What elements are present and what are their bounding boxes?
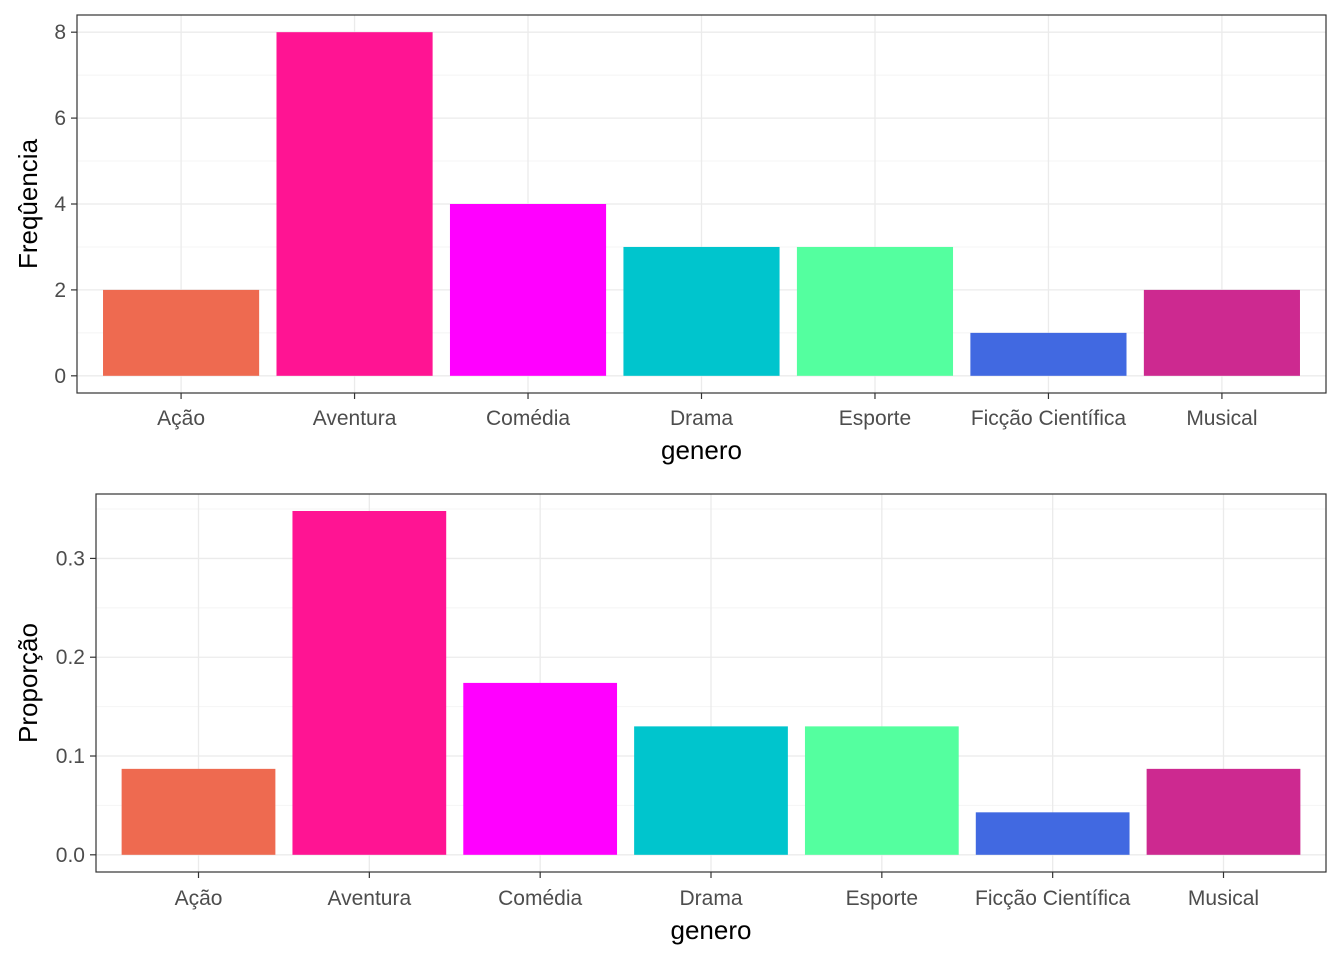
x-tick-label: Ficção Científica xyxy=(975,887,1131,910)
x-tick-label: Drama xyxy=(679,887,742,910)
bar-acao xyxy=(121,768,276,855)
x-tick-label: Esporte xyxy=(846,887,918,910)
x-tick-label: Musical xyxy=(1186,407,1257,430)
chart-panel-1: 0 2 4 6 8 Ação Aventura Comédia Drama Esporte Ficç… xyxy=(13,14,1327,465)
bar-comedia xyxy=(463,682,618,855)
x-tick-label: Esporte xyxy=(839,407,911,430)
bar-drama xyxy=(623,246,780,376)
y-tick-label: 8 xyxy=(54,21,66,44)
x-tick-label: Comédia xyxy=(498,887,582,910)
bar-ficcao-cientifica xyxy=(970,332,1127,376)
chart-panel-2: 0.0 0.1 0.2 0.3 Ação Aventura Comédia Drama Espo… xyxy=(13,493,1327,945)
y-tick-label: 0.2 xyxy=(56,646,85,669)
bar-musical xyxy=(1146,768,1301,855)
bar-musical xyxy=(1143,289,1300,376)
x-axis-title: genero xyxy=(661,435,742,465)
bar-drama xyxy=(634,726,788,855)
x-tick-label: Aventura xyxy=(313,407,397,430)
x-tick-label: Comédia xyxy=(486,407,570,430)
bar-ficcao-cientifica xyxy=(975,812,1130,855)
y-tick-label: 0 xyxy=(54,365,66,388)
y-axis-title: Freqûencia xyxy=(13,138,43,269)
x-tick-label: Musical xyxy=(1188,887,1259,910)
y-axis-title: Proporção xyxy=(13,623,43,743)
y-tick-label: 0.3 xyxy=(56,547,85,570)
x-axis-title: genero xyxy=(671,915,752,945)
y-tick-label: 0.1 xyxy=(56,745,85,768)
y-tick-label: 6 xyxy=(54,107,66,130)
x-tick-label: Aventura xyxy=(327,887,411,910)
bar-esporte xyxy=(796,246,954,376)
y-tick-label: 0.0 xyxy=(56,844,85,867)
bar-aventura xyxy=(292,510,447,855)
bar-aventura xyxy=(276,32,433,376)
bar-comedia xyxy=(449,204,607,376)
x-tick-label: Ação xyxy=(157,407,205,430)
x-tick-label: Ação xyxy=(175,887,223,910)
bar-esporte xyxy=(804,726,959,855)
bar-acao xyxy=(103,289,260,376)
x-tick-label: Ficção Científica xyxy=(971,407,1127,430)
y-tick-label: 4 xyxy=(54,193,66,216)
x-tick-label: Drama xyxy=(670,407,733,430)
y-tick-label: 2 xyxy=(54,279,66,302)
